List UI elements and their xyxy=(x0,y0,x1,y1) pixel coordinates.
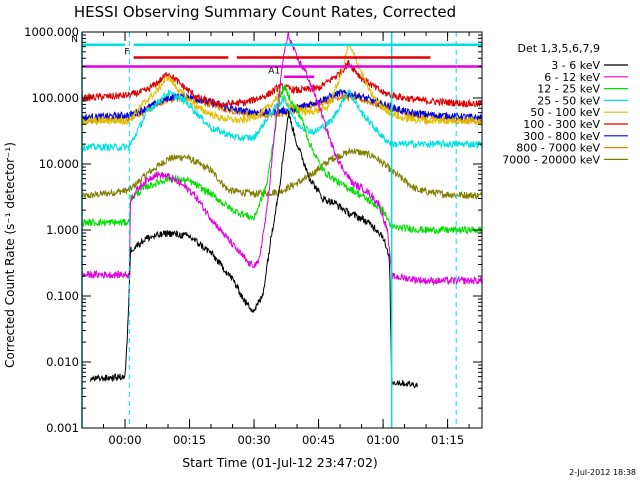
series-line-4 xyxy=(82,43,482,126)
x-tick-label: 01:00 xyxy=(366,433,399,447)
plot-timestamp: 2-Jul-2012 18:38 xyxy=(569,468,636,477)
flag-label-0: N xyxy=(71,35,78,45)
legend-entry-label: 25 - 50 keV xyxy=(537,94,600,107)
y-tick-label: 1000.000 xyxy=(24,25,79,39)
y-tick-label: 0.001 xyxy=(46,421,79,435)
chart-title: HESSI Observing Summary Count Rates, Cor… xyxy=(74,3,456,21)
legend-title: Det 1,3,5,6,7,9 xyxy=(517,42,600,55)
flag-label-3: A1 xyxy=(268,67,280,77)
legend-entry-label: 7000 - 20000 keV xyxy=(502,153,600,166)
x-axis-label: Start Time (01-Jul-12 23:47:02) xyxy=(182,455,378,470)
x-tick-label: 01:15 xyxy=(431,433,464,447)
legend-entry-label: 12 - 25 keV xyxy=(537,83,600,96)
y-axis-label: Corrected Count Rate (s⁻¹ detector⁻¹) xyxy=(3,142,17,368)
plot-area: N F A1 1000.000 100.000 10.000 1.000 0.100 0.010… xyxy=(24,25,483,447)
series-line-1 xyxy=(82,32,482,286)
legend-entry-label: 3 - 6 keV xyxy=(551,59,600,72)
series-line-2 xyxy=(82,84,482,235)
series-line-8 xyxy=(82,147,482,200)
y-tick-label: 0.100 xyxy=(46,289,79,303)
y-tick-label: 100.000 xyxy=(31,91,79,105)
x-tick-label: 00:00 xyxy=(108,433,141,447)
y-tick-label: 0.010 xyxy=(46,355,79,369)
series-line-5 xyxy=(82,60,482,109)
legend-entry-label: 300 - 800 keV xyxy=(523,130,600,143)
y-tick-label: 10.000 xyxy=(39,157,79,171)
legend-entry-label: 800 - 7000 keV xyxy=(516,142,600,155)
series-line-0 xyxy=(90,110,418,389)
series-line-3 xyxy=(82,89,482,152)
x-tick-label: 00:30 xyxy=(237,433,270,447)
legend-entry-label: 50 - 100 keV xyxy=(530,106,600,119)
legend-entry-label: 100 - 300 keV xyxy=(523,118,600,131)
series-line-6 xyxy=(82,89,482,123)
x-tick-label: 00:15 xyxy=(173,433,206,447)
x-tick-label: 00:45 xyxy=(302,433,335,447)
y-tick-label: 1.000 xyxy=(46,223,79,237)
flag-label-1: F xyxy=(124,48,129,58)
legend-entry-label: 6 - 12 keV xyxy=(544,71,600,84)
